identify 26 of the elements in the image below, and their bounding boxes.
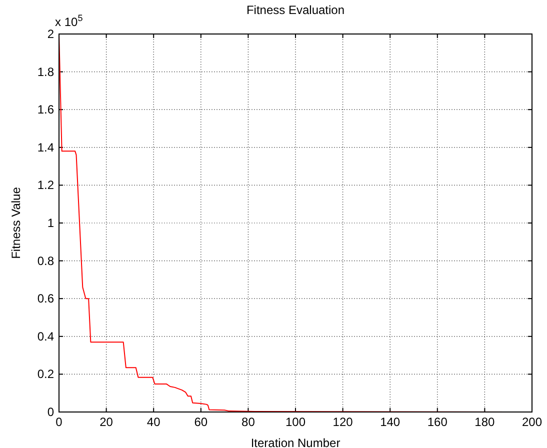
y-tick-label: 0.6 bbox=[37, 292, 54, 306]
x-tick-label: 60 bbox=[194, 415, 208, 429]
y-tick-label: 0 bbox=[47, 405, 54, 419]
x-tick-label: 0 bbox=[56, 415, 63, 429]
y-tick-label: 1.8 bbox=[37, 64, 54, 79]
x-tick-label: 20 bbox=[100, 415, 114, 429]
x-tick-label: 80 bbox=[242, 415, 256, 429]
y-tick-label: 1.6 bbox=[37, 102, 54, 117]
y-tick-label: 0.8 bbox=[37, 254, 54, 268]
text: x 10$^{5}$ bbox=[55, 13, 83, 29]
y-tick-label: 0.2 bbox=[37, 367, 54, 382]
x-tick-label: 100 bbox=[285, 415, 306, 429]
x-tick-label: 40 bbox=[146, 415, 161, 429]
x-tick-label: 140 bbox=[380, 415, 400, 429]
x-tick-label: 160 bbox=[427, 415, 448, 429]
y-tick-label: 1 bbox=[47, 216, 54, 230]
x-tick-label: 120 bbox=[332, 415, 354, 429]
y-axis-title: Fitness Value bbox=[9, 186, 23, 259]
x-tick-label: 180 bbox=[474, 415, 496, 429]
x-tick-label: 200 bbox=[522, 415, 542, 429]
y-tick-label: 0.4 bbox=[37, 329, 54, 344]
y-tick-label: 1.2 bbox=[37, 178, 54, 192]
x-axis-title: Iteration Number bbox=[250, 436, 340, 448]
y-tick-label: 2 bbox=[47, 27, 54, 41]
chart-title: Fitness Evaluation bbox=[246, 3, 345, 17]
y-tick-label: 1.4 bbox=[37, 140, 54, 154]
